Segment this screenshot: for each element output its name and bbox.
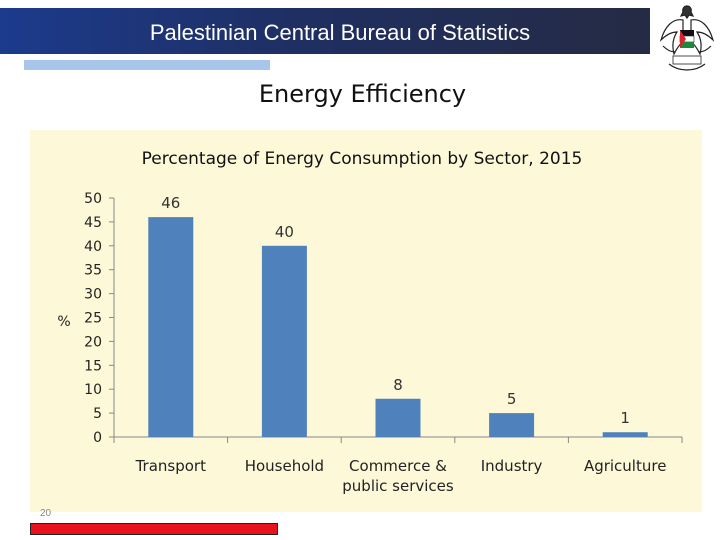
bar-4 (602, 432, 648, 437)
chart-background (30, 130, 702, 512)
y-tick-label: 20 (84, 334, 102, 350)
data-label-0: 46 (161, 194, 180, 212)
y-tick-label: 0 (93, 430, 102, 446)
data-label-1: 40 (275, 223, 294, 241)
x-axis-label: Sector (372, 509, 427, 512)
header-bar: Palestinian Central Bureau of Statistics (0, 8, 650, 54)
emblem-icon (659, 5, 715, 71)
y-tick-label: 35 (84, 263, 102, 279)
page-number: 20 (40, 508, 52, 519)
y-tick-label: 50 (84, 191, 102, 207)
y-tick-label: 10 (84, 382, 102, 398)
x-tick-label-2: Commerce & public services (342, 457, 454, 495)
data-label-2: 8 (393, 376, 403, 394)
y-tick-label: 15 (84, 358, 102, 374)
x-tick-label-3: Industry (481, 457, 543, 475)
footer-bar (30, 523, 278, 535)
bar-1 (261, 245, 307, 437)
chart-title: Percentage of Energy Consumption by Sect… (142, 149, 583, 169)
bar-2 (375, 398, 421, 437)
y-tick-label: 25 (84, 311, 102, 327)
bar-chart: Percentage of Energy Consumption by Sect… (57, 149, 683, 512)
data-label-4: 1 (620, 409, 630, 427)
y-tick-label: 40 (84, 239, 102, 255)
y-tick-label: 30 (84, 287, 102, 303)
x-tick-label-0: Transport (135, 457, 207, 475)
x-tick-label-1: Household (245, 457, 324, 475)
bar-0 (148, 217, 194, 437)
data-label-3: 5 (507, 390, 517, 408)
y-tick-label: 5 (93, 406, 102, 422)
slide-title: Energy Efficiency (258, 80, 467, 108)
bar-3 (489, 413, 535, 437)
y-tick-label: 45 (84, 215, 102, 231)
x-tick-label-4: Agriculture (584, 457, 667, 475)
header-title: Palestinian Central Bureau of Statistics (149, 20, 531, 45)
accent-bar (24, 60, 270, 70)
y-axis-label: % (57, 314, 70, 330)
